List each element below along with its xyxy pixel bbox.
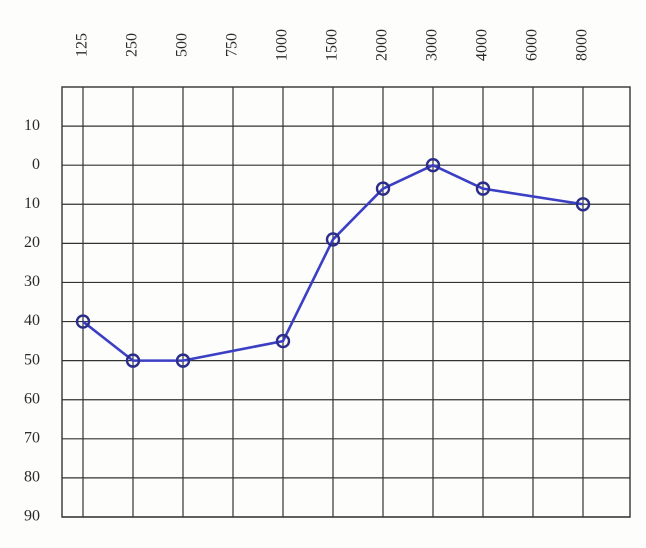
- y-tick-label: 80: [24, 469, 40, 486]
- data-point: [425, 157, 441, 173]
- y-tick-label: 70: [24, 429, 40, 446]
- x-tick-label: 2000: [374, 29, 391, 61]
- y-tick-label: 30: [24, 273, 40, 290]
- y-tick-label: 10: [24, 195, 40, 212]
- data-point: [325, 232, 341, 247]
- y-tick-label: 50: [24, 351, 40, 368]
- data-point: [125, 353, 141, 368]
- x-tick-label: 500: [174, 33, 191, 57]
- x-tick-label: 750: [224, 33, 241, 57]
- data-point: [275, 333, 291, 349]
- data-line: [82, 163, 584, 362]
- data-point: [375, 181, 391, 196]
- data-point: [475, 181, 491, 196]
- x-tick-label: 125: [74, 33, 91, 57]
- x-tick-label: 8000: [574, 29, 591, 61]
- plot-frame: [61, 86, 631, 518]
- x-tick-label: 250: [124, 33, 141, 57]
- y-tick-label: 90: [24, 508, 40, 525]
- x-tick-label: 3000: [424, 29, 441, 61]
- y-tick-label: 0: [32, 156, 40, 173]
- y-tick-label: 10: [24, 117, 40, 134]
- x-tick-label: 6000: [524, 29, 541, 61]
- x-tick-label: 1000: [274, 29, 291, 61]
- data-point: [75, 314, 91, 329]
- y-tick-label: 20: [24, 234, 40, 251]
- data-point: [175, 353, 191, 368]
- x-tick-label: 4000: [474, 29, 491, 61]
- x-tick-label: 1500: [324, 29, 341, 61]
- data-point: [575, 197, 591, 212]
- y-tick-label: 40: [24, 312, 40, 329]
- y-tick-label: 60: [24, 390, 40, 407]
